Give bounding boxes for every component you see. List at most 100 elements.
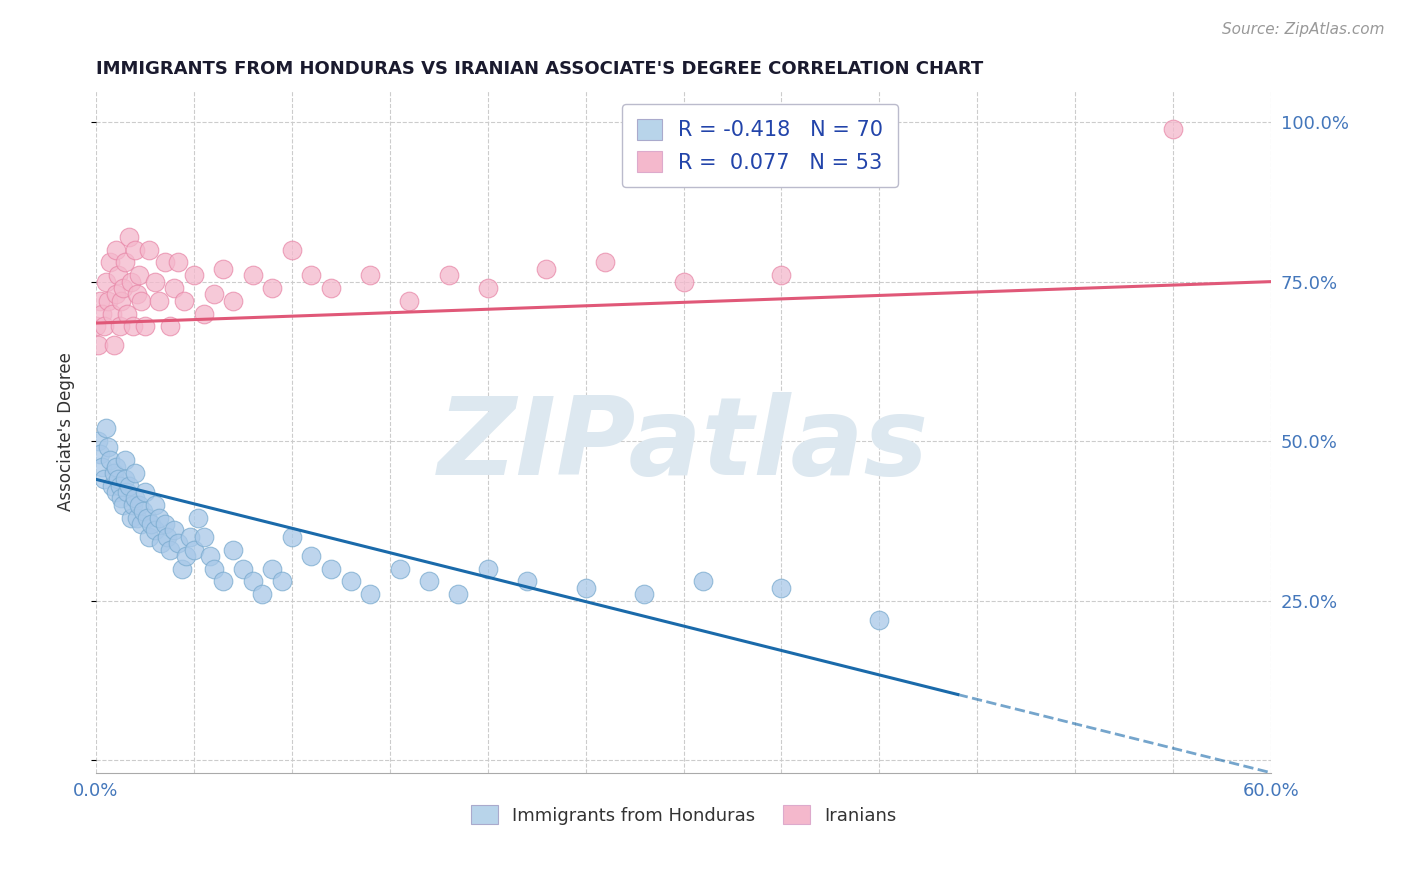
Point	[1161, 121, 1184, 136]
Point	[112, 498, 135, 512]
Point	[90, 306, 112, 320]
Point	[108, 479, 131, 493]
Text: IMMIGRANTS FROM HONDURAS VS IRANIAN ASSOCIATE'S DEGREE CORRELATION CHART: IMMIGRANTS FROM HONDURAS VS IRANIAN ASSO…	[96, 60, 983, 78]
Point	[202, 561, 225, 575]
Point	[153, 255, 176, 269]
Point	[339, 574, 361, 589]
Point	[319, 561, 342, 575]
Point	[93, 319, 115, 334]
Text: Source: ZipAtlas.com: Source: ZipAtlas.com	[1222, 22, 1385, 37]
Point	[172, 561, 194, 575]
Point	[89, 293, 111, 308]
Point	[359, 587, 381, 601]
Point	[94, 275, 117, 289]
Point	[398, 293, 420, 308]
Point	[97, 293, 120, 308]
Point	[117, 306, 139, 320]
Point	[672, 275, 695, 289]
Point	[110, 293, 132, 308]
Point	[242, 268, 264, 283]
Point	[87, 338, 110, 352]
Point	[262, 561, 284, 575]
Point	[281, 530, 304, 544]
Point	[90, 459, 112, 474]
Point	[138, 243, 160, 257]
Point	[477, 281, 499, 295]
Point	[868, 613, 890, 627]
Point	[108, 319, 131, 334]
Point	[103, 466, 125, 480]
Point	[136, 510, 159, 524]
Point	[107, 268, 129, 283]
Point	[183, 542, 205, 557]
Point	[89, 447, 111, 461]
Point	[212, 261, 235, 276]
Point	[118, 479, 141, 493]
Y-axis label: Associate's Degree: Associate's Degree	[58, 352, 75, 511]
Point	[418, 574, 440, 589]
Point	[153, 516, 176, 531]
Point	[134, 485, 156, 500]
Point	[114, 453, 136, 467]
Point	[124, 491, 146, 506]
Point	[114, 472, 136, 486]
Point	[93, 472, 115, 486]
Point	[129, 516, 152, 531]
Point	[104, 243, 127, 257]
Point	[202, 287, 225, 301]
Point	[262, 281, 284, 295]
Point	[98, 453, 121, 467]
Point	[148, 293, 170, 308]
Point	[633, 587, 655, 601]
Point	[104, 287, 127, 301]
Text: ZIPatlas: ZIPatlas	[439, 392, 929, 498]
Point	[301, 268, 323, 283]
Point	[118, 230, 141, 244]
Point	[516, 574, 538, 589]
Point	[242, 574, 264, 589]
Point	[104, 459, 127, 474]
Point	[183, 268, 205, 283]
Point	[128, 498, 150, 512]
Point	[477, 561, 499, 575]
Point	[193, 530, 215, 544]
Point	[100, 479, 122, 493]
Legend: Immigrants from Honduras, Iranians: Immigrants from Honduras, Iranians	[464, 798, 904, 832]
Point	[301, 549, 323, 563]
Point	[98, 255, 121, 269]
Point	[271, 574, 294, 589]
Point	[128, 268, 150, 283]
Point	[127, 287, 149, 301]
Point	[167, 255, 190, 269]
Point	[252, 587, 274, 601]
Point	[120, 510, 142, 524]
Point	[437, 268, 460, 283]
Point	[87, 434, 110, 448]
Point	[536, 261, 558, 276]
Point	[104, 485, 127, 500]
Point	[143, 498, 166, 512]
Point	[103, 338, 125, 352]
Point	[167, 536, 190, 550]
Point	[198, 549, 221, 563]
Point	[124, 466, 146, 480]
Point	[138, 530, 160, 544]
Point	[179, 530, 201, 544]
Point	[107, 472, 129, 486]
Point	[770, 268, 793, 283]
Point	[120, 275, 142, 289]
Point	[232, 561, 254, 575]
Point	[143, 524, 166, 538]
Point	[124, 243, 146, 257]
Point	[575, 581, 598, 595]
Point	[692, 574, 714, 589]
Point	[149, 536, 172, 550]
Point	[593, 255, 616, 269]
Point	[159, 319, 181, 334]
Point	[100, 306, 122, 320]
Point	[447, 587, 470, 601]
Point	[132, 504, 155, 518]
Point	[212, 574, 235, 589]
Point	[134, 319, 156, 334]
Point	[122, 319, 145, 334]
